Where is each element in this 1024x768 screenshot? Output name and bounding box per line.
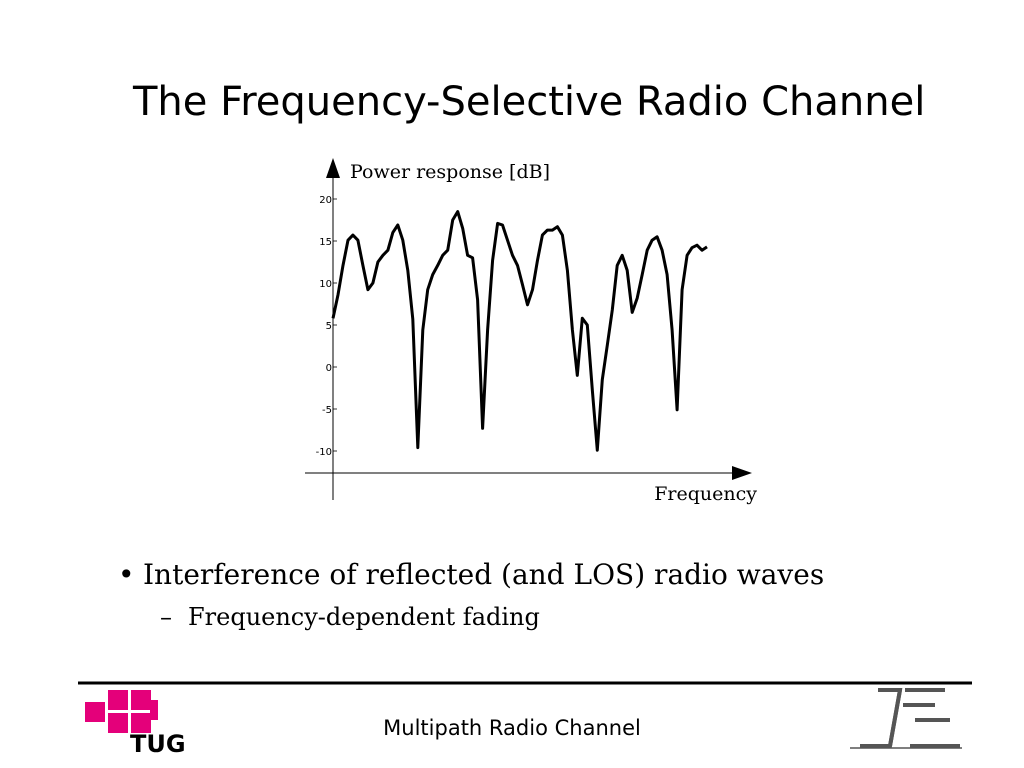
x-axis-label: Frequency: [654, 483, 757, 505]
x-arrow: [732, 466, 752, 480]
sub-bullet-dash: –: [160, 603, 172, 631]
y-arrow: [326, 158, 340, 178]
y-tick-label: -5: [322, 405, 332, 416]
institute-logo: [850, 688, 962, 749]
y-tick-label: -10: [316, 447, 332, 458]
bullet-dot: •: [118, 558, 135, 591]
tug-logo: [85, 690, 158, 733]
y-tick-label: 10: [319, 279, 332, 290]
y-tick-label: 15: [319, 237, 332, 248]
bullet: Interference of reflected (and LOS) radi…: [143, 558, 824, 591]
logo-text: TUG: [130, 730, 186, 758]
y-tick-label: 0: [326, 363, 332, 374]
slide-title: The Frequency-Selective Radio Channel: [132, 79, 925, 125]
y-tick-label: 5: [326, 321, 332, 332]
line-series: [331, 210, 708, 452]
y-tick-label: 20: [319, 195, 332, 206]
footer-text: Multipath Radio Channel: [383, 716, 641, 740]
sub-bullet: Frequency-dependent fading: [188, 603, 540, 631]
y-axis-label: Power response [dB]: [350, 161, 550, 183]
